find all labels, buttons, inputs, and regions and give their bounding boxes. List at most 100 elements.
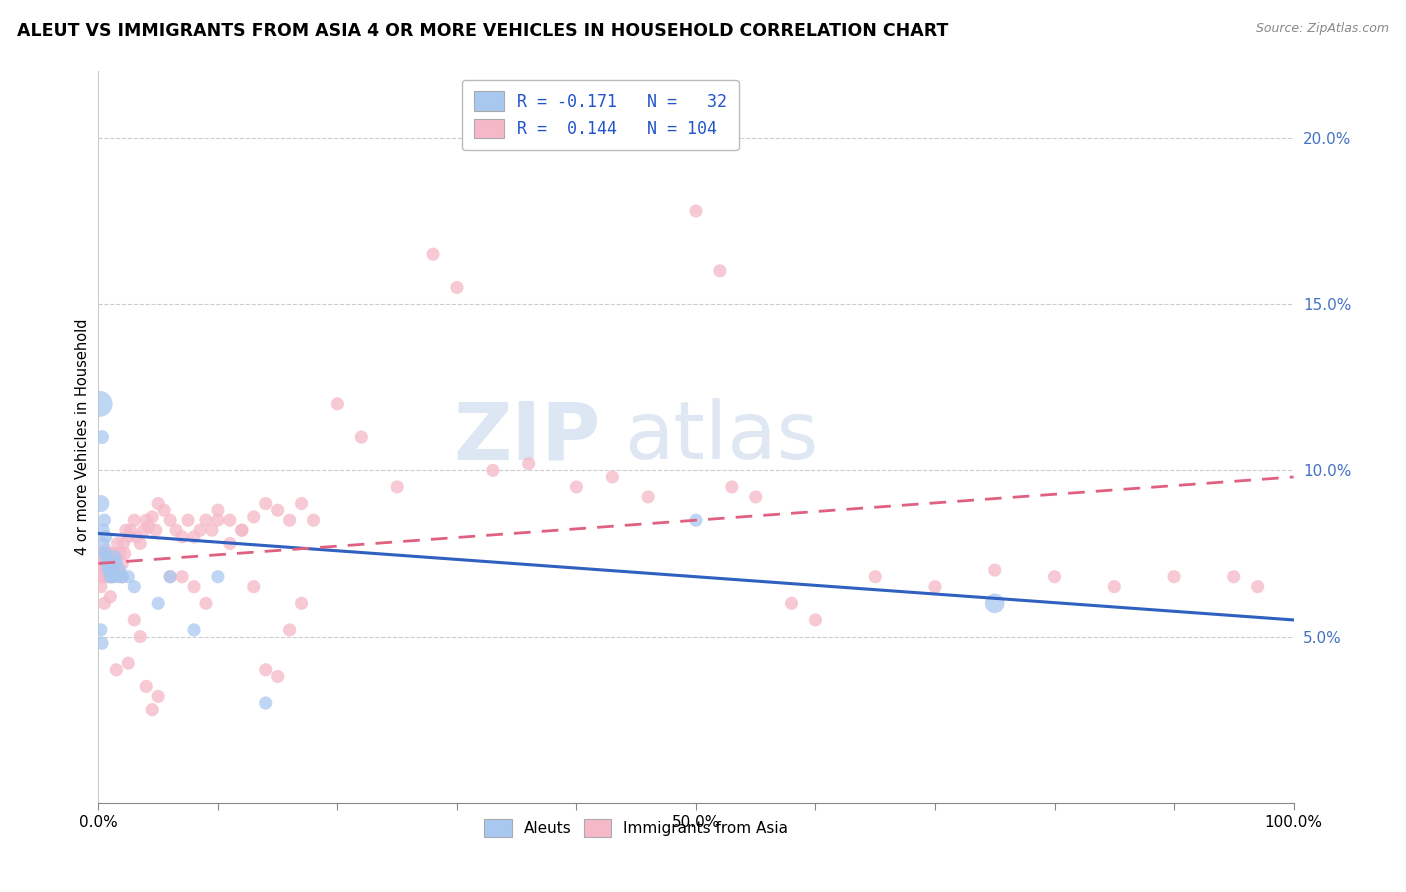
Point: [124, 580, 146, 594]
Point: [135, 513, 157, 527]
Point: [108, 546, 131, 560]
Point: [91, 546, 114, 560]
Point: [91, 557, 114, 571]
Point: [94, 563, 117, 577]
Point: [98, 557, 121, 571]
Point: [129, 630, 152, 644]
Point: [267, 669, 290, 683]
Point: [114, 546, 136, 560]
Point: [104, 546, 127, 560]
Point: [188, 523, 211, 537]
Point: [145, 523, 167, 537]
Point: [91, 523, 114, 537]
Point: [602, 470, 624, 484]
Point: [1163, 570, 1185, 584]
Point: [129, 536, 152, 550]
Point: [148, 690, 170, 704]
Point: [103, 557, 125, 571]
Point: [159, 513, 181, 527]
Point: [98, 557, 122, 571]
Point: [148, 596, 170, 610]
Point: [865, 570, 887, 584]
Point: [107, 563, 129, 577]
Point: [98, 546, 122, 560]
Point: [115, 523, 138, 537]
Point: [132, 523, 155, 537]
Point: [117, 530, 139, 544]
Point: [94, 530, 117, 544]
Point: [94, 543, 117, 558]
Point: [111, 570, 134, 584]
Point: [107, 570, 129, 584]
Point: [207, 513, 229, 527]
Point: [1043, 570, 1066, 584]
Point: [291, 497, 314, 511]
Point: [685, 513, 707, 527]
Point: [120, 523, 142, 537]
Point: [97, 546, 120, 560]
Point: [124, 613, 146, 627]
Point: [302, 513, 325, 527]
Point: [97, 563, 120, 577]
Point: [97, 563, 120, 577]
Point: [101, 570, 124, 584]
Point: [745, 490, 768, 504]
Point: [98, 570, 122, 584]
Point: [422, 247, 444, 261]
Point: [90, 580, 112, 594]
Y-axis label: 4 or more Vehicles in Household: 4 or more Vehicles in Household: [75, 318, 90, 556]
Point: [231, 523, 253, 537]
Point: [91, 536, 114, 550]
Point: [117, 570, 139, 584]
Point: [183, 580, 205, 594]
Point: [117, 656, 139, 670]
Point: [90, 557, 112, 571]
Text: atlas: atlas: [624, 398, 818, 476]
Point: [207, 570, 229, 584]
Point: [291, 596, 314, 610]
Point: [565, 480, 588, 494]
Point: [254, 696, 277, 710]
Text: ALEUT VS IMMIGRANTS FROM ASIA 4 OR MORE VEHICLES IN HOUSEHOLD CORRELATION CHART: ALEUT VS IMMIGRANTS FROM ASIA 4 OR MORE …: [17, 22, 948, 40]
Point: [112, 536, 135, 550]
Point: [90, 623, 112, 637]
Point: [231, 523, 253, 537]
Point: [709, 264, 731, 278]
Point: [637, 490, 659, 504]
Point: [111, 557, 134, 571]
Point: [172, 570, 194, 584]
Point: [105, 557, 128, 571]
Point: [219, 513, 242, 527]
Point: [94, 546, 117, 560]
Point: [1247, 580, 1270, 594]
Point: [183, 530, 205, 544]
Point: [100, 563, 122, 577]
Point: [278, 623, 301, 637]
Point: [159, 570, 181, 584]
Point: [984, 596, 1007, 610]
Point: [219, 536, 242, 550]
Point: [98, 570, 122, 584]
Point: [517, 457, 540, 471]
Point: [195, 513, 218, 527]
Point: [98, 590, 122, 604]
Point: [93, 513, 115, 527]
Point: [90, 497, 112, 511]
Point: [93, 596, 115, 610]
Point: [125, 530, 148, 544]
Point: [141, 509, 163, 524]
Point: [172, 530, 194, 544]
Point: [148, 497, 170, 511]
Point: [924, 580, 946, 594]
Point: [780, 596, 803, 610]
Point: [481, 463, 505, 477]
Point: [93, 570, 115, 584]
Point: [254, 497, 277, 511]
Point: [278, 513, 301, 527]
Point: [98, 563, 121, 577]
Point: [254, 663, 277, 677]
Point: [984, 563, 1007, 577]
Point: [159, 570, 181, 584]
Text: ZIP: ZIP: [453, 398, 600, 476]
Point: [101, 570, 124, 584]
